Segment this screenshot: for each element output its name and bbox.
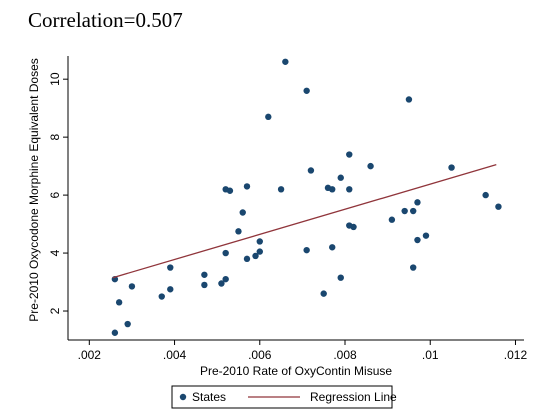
- point: [448, 164, 455, 171]
- point: [401, 207, 408, 215]
- point: [235, 228, 242, 235]
- y-axis-label: Pre-2010 Oxycodone Morphine Equivalent D…: [27, 58, 41, 321]
- legend-label: States: [192, 390, 226, 404]
- x-tick-label: .006: [248, 348, 272, 362]
- point: [218, 280, 225, 287]
- point: [346, 151, 353, 158]
- point: [282, 58, 289, 65]
- point: [256, 238, 263, 245]
- point: [252, 252, 259, 260]
- point: [222, 275, 229, 283]
- point: [167, 286, 174, 293]
- point: [226, 187, 234, 194]
- x-tick-label: .004: [163, 348, 187, 362]
- point: [482, 191, 489, 199]
- point: [367, 162, 374, 170]
- point: [422, 232, 430, 239]
- point: [124, 320, 131, 328]
- x-tick-label: .01: [422, 348, 439, 362]
- y-tick-label: 2: [48, 307, 62, 314]
- legend-symbol: [179, 393, 187, 401]
- x-tick-label: .002: [78, 348, 102, 362]
- point: [201, 281, 208, 289]
- point: [243, 183, 251, 190]
- y-tick-label: 6: [48, 191, 62, 198]
- point: [222, 249, 229, 257]
- y-tick-label: 8: [48, 133, 62, 140]
- point: [256, 248, 263, 255]
- legend-label: Regression Line: [310, 390, 397, 404]
- x-axis-label: Pre-2010 Rate of OxyContin Misuse: [200, 364, 392, 378]
- point: [329, 186, 336, 193]
- regression-line: [112, 164, 497, 279]
- point: [337, 174, 344, 181]
- legend-box: [171, 385, 393, 409]
- point: [495, 203, 502, 210]
- chart-title: Correlation=0.507: [28, 8, 183, 32]
- point: [111, 329, 119, 336]
- point: [388, 216, 396, 223]
- point: [320, 290, 327, 297]
- point: [128, 283, 136, 290]
- point: [243, 255, 251, 263]
- point: [239, 209, 246, 216]
- point: [337, 274, 344, 281]
- y-tick-label: 4: [48, 249, 62, 256]
- point: [167, 264, 174, 271]
- point: [115, 299, 123, 306]
- point: [158, 293, 165, 300]
- point: [405, 96, 413, 103]
- point: [409, 207, 417, 215]
- point: [265, 113, 272, 121]
- point: [414, 199, 421, 206]
- point: [303, 246, 310, 254]
- point: [201, 271, 208, 278]
- point: [329, 244, 336, 251]
- point: [346, 186, 353, 193]
- point: [350, 223, 357, 231]
- point: [277, 186, 285, 193]
- point: [409, 264, 417, 271]
- point: [414, 236, 421, 244]
- point: [303, 87, 310, 94]
- point: [307, 167, 315, 174]
- y-tick-label: 10: [48, 72, 62, 86]
- x-tick-label: .012: [504, 348, 528, 362]
- x-tick-label: .008: [333, 348, 357, 362]
